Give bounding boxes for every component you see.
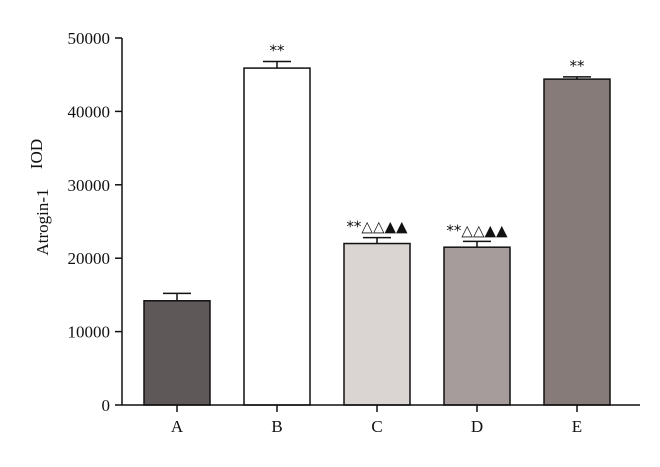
- annotations-group: ** **△△▲▲ **△△▲▲ **: [270, 41, 586, 239]
- axes-group: 0 10000 20000 30000 40000 50000 A B C D E: [68, 29, 640, 436]
- y-axis-title: Atrogin-1: [33, 188, 52, 255]
- significance-label-C: **△△▲▲: [346, 218, 408, 236]
- y-tick-label-30000: 30000: [68, 176, 111, 195]
- axis-labels-group: Atrogin-1 IOD: [27, 139, 52, 256]
- y-tick-label-0: 0: [102, 396, 111, 415]
- x-tick-label-A: A: [171, 417, 184, 436]
- significance-label-D: **△△▲▲: [446, 221, 508, 239]
- y-tick-label-40000: 40000: [68, 102, 111, 121]
- x-tick-label-B: B: [271, 417, 282, 436]
- y-tick-label-10000: 10000: [68, 323, 111, 342]
- bar-B: [243, 67, 311, 406]
- significance-label-B: **: [270, 41, 286, 59]
- x-tick-label-C: C: [371, 417, 382, 436]
- bar-E: [543, 78, 611, 406]
- y-tick-label-50000: 50000: [68, 29, 111, 48]
- error-bars-group: [163, 60, 591, 301]
- x-tick-label-E: E: [572, 417, 582, 436]
- bar-D: [443, 246, 511, 406]
- significance-label-E: **: [570, 57, 586, 75]
- x-tick-label-D: D: [471, 417, 483, 436]
- bars-group: [143, 67, 611, 406]
- y-axis-unit: IOD: [27, 139, 46, 169]
- bar-C: [343, 242, 411, 406]
- bar-A: [143, 300, 211, 406]
- y-tick-label-20000: 20000: [68, 249, 111, 268]
